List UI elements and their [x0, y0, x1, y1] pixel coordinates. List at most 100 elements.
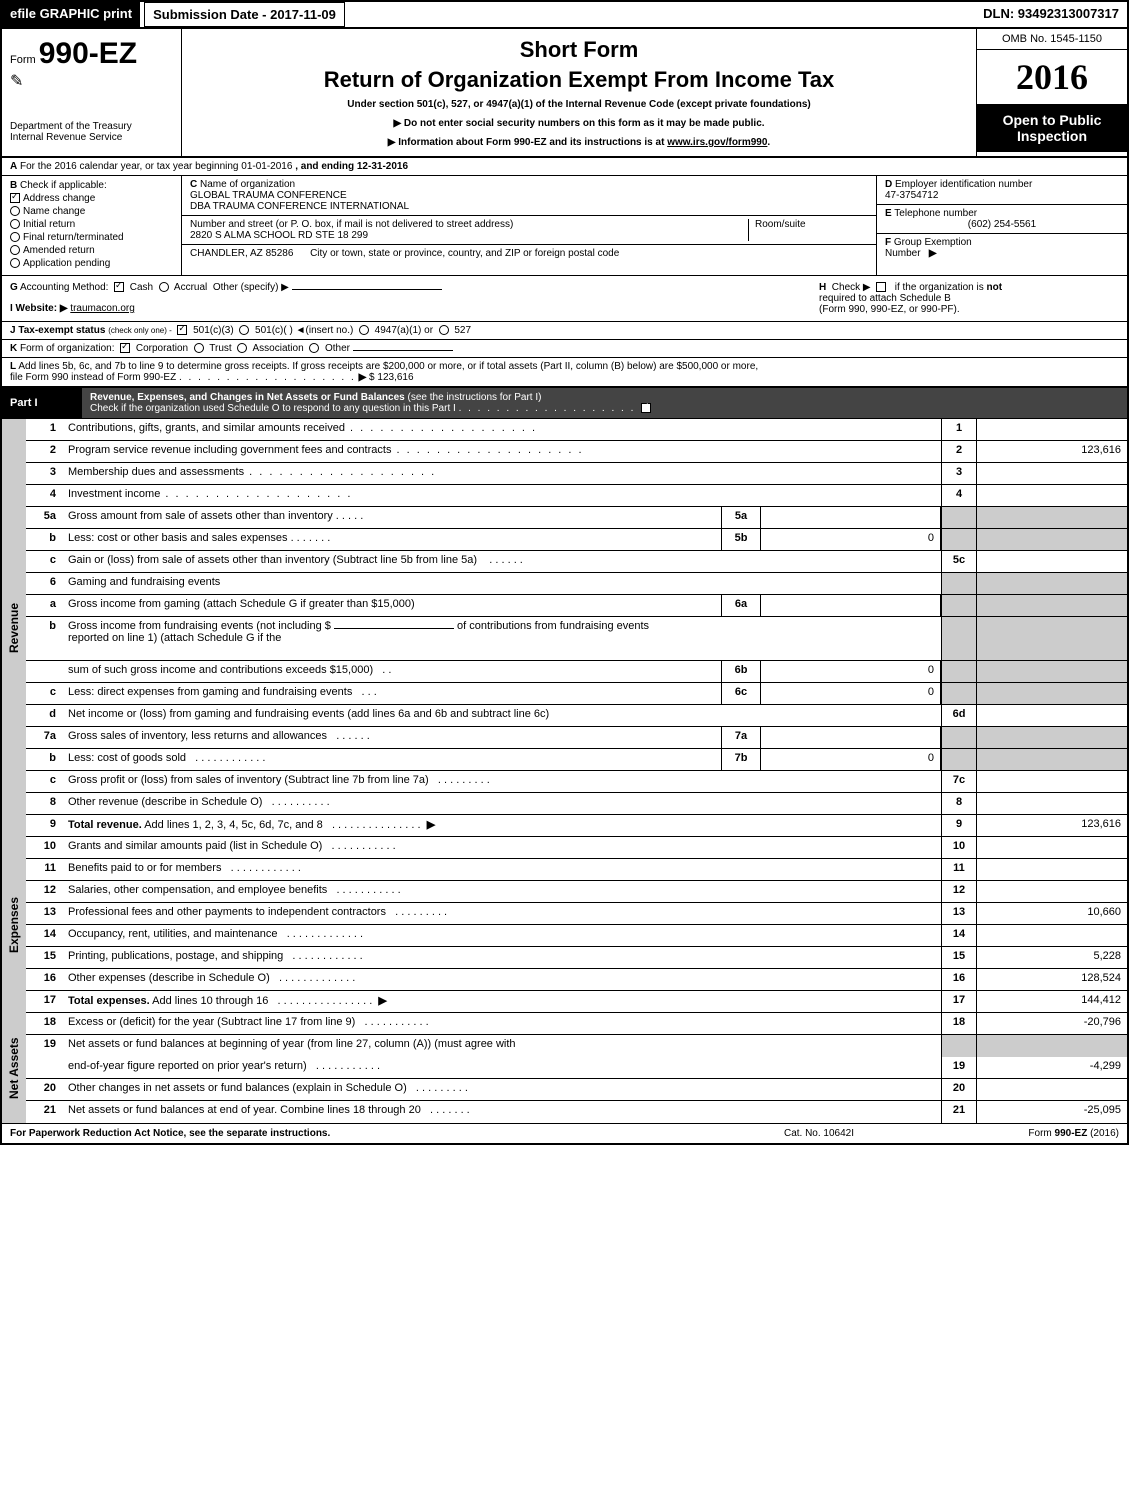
right-val: 123,616 — [977, 441, 1127, 462]
line-7a: 7a Gross sales of inventory, less return… — [26, 727, 1127, 749]
sub-val — [761, 507, 941, 528]
l-text1: Add lines 5b, 6c, and 7b to line 9 to de… — [18, 361, 758, 372]
l-text2: file Form 990 instead of Form 990-EZ — [10, 372, 176, 383]
right-num: 4 — [941, 485, 977, 506]
checkbox-icon[interactable] — [114, 282, 124, 292]
radio-icon[interactable] — [237, 343, 247, 353]
k-text: Form of organization: — [20, 343, 115, 354]
top-bar: efile GRAPHIC print Submission Date - 20… — [2, 2, 1127, 29]
radio-icon[interactable] — [239, 325, 249, 335]
body-content: 1 Contributions, gifts, grants, and simi… — [26, 419, 1127, 1123]
chk-initial-return[interactable]: Initial return — [10, 219, 173, 230]
body-rows: Revenue Expenses Net Assets 1 Contributi… — [2, 419, 1127, 1123]
form-label: Form 990-EZ — [10, 37, 173, 71]
section-bcd-row: B Check if applicable: Address change Na… — [2, 176, 1127, 276]
line-num: 15 — [26, 947, 62, 968]
right-val-shaded — [977, 595, 1127, 616]
line-num — [26, 1057, 62, 1078]
radio-icon[interactable] — [194, 343, 204, 353]
chk-name-change[interactable]: Name change — [10, 206, 173, 217]
side-labels: Revenue Expenses Net Assets — [2, 419, 26, 1123]
section-l: L Add lines 5b, 6c, and 7b to line 9 to … — [2, 358, 1127, 388]
line-num: 19 — [26, 1035, 62, 1057]
part1-checkline: Check if the organization used Schedule … — [90, 403, 456, 414]
sub-num: 7b — [721, 749, 761, 770]
line-19-bot: end-of-year figure reported on prior yea… — [26, 1057, 1127, 1079]
radio-icon[interactable] — [159, 282, 169, 292]
line-21: 21 Net assets or fund balances at end of… — [26, 1101, 1127, 1123]
line-desc: Other revenue (describe in Schedule O) .… — [62, 793, 941, 814]
website-link[interactable]: traumacon.org — [70, 303, 134, 314]
other-input[interactable] — [292, 289, 442, 290]
right-num: 10 — [941, 837, 977, 858]
right-num-shaded — [941, 683, 977, 704]
chk-amended-return[interactable]: Amended return — [10, 245, 173, 256]
right-num-shaded — [941, 595, 977, 616]
radio-icon[interactable] — [359, 325, 369, 335]
instr-2: ▶ Information about Form 990-EZ and its … — [190, 137, 968, 148]
arrow-icon: ▶ — [929, 248, 937, 259]
section-i: I Website: ▶ traumacon.org — [10, 303, 819, 314]
right-num: 5c — [941, 551, 977, 572]
line-desc: Salaries, other compensation, and employ… — [62, 881, 941, 902]
k-other-input[interactable] — [353, 350, 453, 351]
chk-address-change[interactable]: Address change — [10, 193, 173, 204]
chk-application-pending[interactable]: Application pending — [10, 258, 173, 269]
efile-print-label: efile GRAPHIC print — [2, 2, 140, 27]
form-prefix: Form — [10, 54, 36, 66]
line-num: 3 — [26, 463, 62, 484]
right-num: 20 — [941, 1079, 977, 1100]
line-num: b — [26, 529, 62, 550]
phone-label: Telephone number — [894, 208, 977, 219]
header-right: OMB No. 1545-1150 2016 Open to Public In… — [977, 29, 1127, 156]
radio-icon — [10, 258, 20, 268]
right-num: 3 — [941, 463, 977, 484]
line-num: c — [26, 551, 62, 572]
right-val: 144,412 — [977, 991, 1127, 1012]
checkbox-icon[interactable] — [641, 403, 651, 413]
line-9: 9 Total revenue. Add lines 1, 2, 3, 4, 5… — [26, 815, 1127, 837]
header-mid: Short Form Return of Organization Exempt… — [182, 29, 977, 156]
section-k: K Form of organization: Corporation Trus… — [2, 340, 1127, 358]
right-val: -20,796 — [977, 1013, 1127, 1034]
label-c: C — [190, 179, 197, 190]
line-num: 7a — [26, 727, 62, 748]
ein-label: Employer identification number — [895, 179, 1032, 190]
label-e: E — [885, 208, 892, 219]
accounting-method-row: G Accounting Method: Cash Accrual Other … — [10, 282, 819, 293]
open-public-1: Open to Public — [985, 112, 1119, 128]
right-num-shaded — [941, 1035, 977, 1057]
header-row: Form 990-EZ ✎ Department of the Treasury… — [2, 29, 1127, 158]
checkbox-icon[interactable] — [120, 343, 130, 353]
side-expenses: Expenses — [2, 837, 26, 1013]
sub-val: 0 — [761, 683, 941, 704]
city-value: CHANDLER, AZ 85286 — [190, 248, 293, 259]
checkbox-icon[interactable] — [177, 325, 187, 335]
line-num: 1 — [26, 419, 62, 440]
blank-input[interactable] — [334, 628, 454, 629]
radio-icon[interactable] — [439, 325, 449, 335]
checkbox-icon[interactable] — [876, 282, 886, 292]
line-desc: Less: cost of goods sold . . . . . . . .… — [62, 749, 721, 770]
chk-final-return[interactable]: Final return/terminated — [10, 232, 173, 243]
section-a: A For the 2016 calendar year, or tax yea… — [2, 158, 1127, 176]
label-i: I Website: ▶ — [10, 303, 68, 314]
dots — [345, 422, 537, 434]
sub-val: 0 — [761, 529, 941, 550]
section-a-text: For the 2016 calendar year, or tax year … — [20, 161, 292, 172]
arrow-icon: ▶ — [359, 372, 367, 383]
line-desc: Gross income from gaming (attach Schedul… — [62, 595, 721, 616]
irs-form990-link[interactable]: www.irs.gov/form990 — [667, 137, 767, 148]
radio-icon[interactable] — [309, 343, 319, 353]
label-k: K — [10, 343, 17, 354]
line-num: 12 — [26, 881, 62, 902]
line-desc: Gross profit or (loss) from sales of inv… — [62, 771, 941, 792]
org-name: GLOBAL TRAUMA CONFERENCE — [190, 190, 347, 201]
right-num: 11 — [941, 859, 977, 880]
line-2: 2 Program service revenue including gove… — [26, 441, 1127, 463]
sub-num: 7a — [721, 727, 761, 748]
right-val — [977, 837, 1127, 858]
dept-irs: Internal Revenue Service — [10, 132, 173, 143]
part1-label: Part I — [10, 397, 38, 409]
k-opt4: Other — [325, 343, 350, 354]
